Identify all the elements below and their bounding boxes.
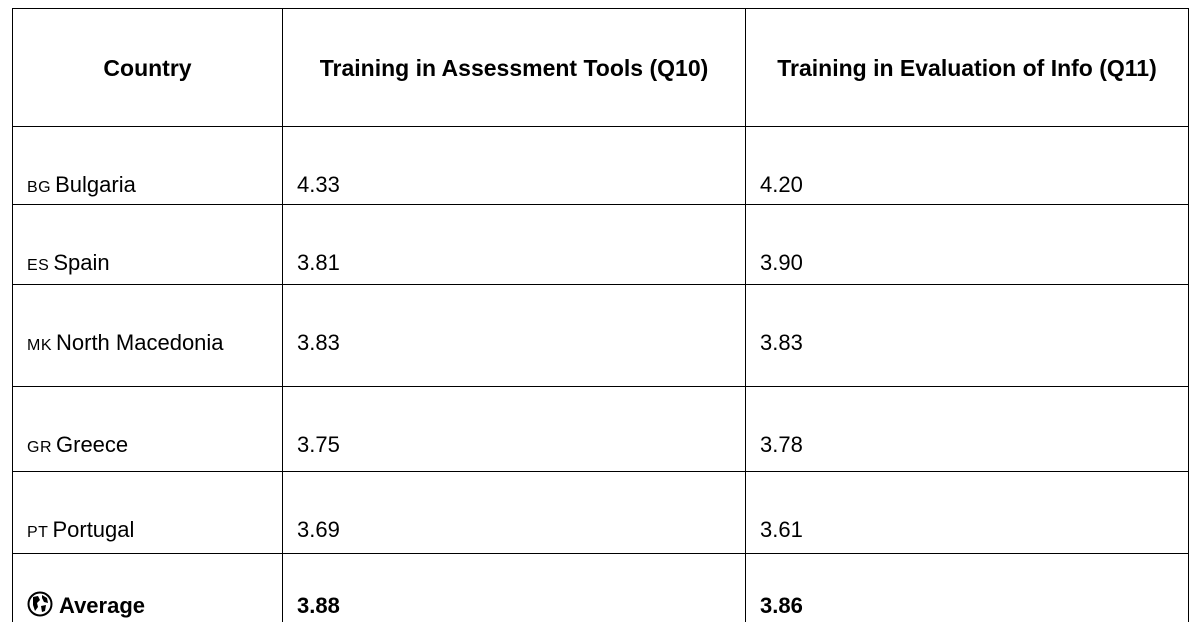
average-label: Average bbox=[59, 593, 145, 618]
average-row: Average 3.88 3.86 bbox=[13, 554, 1189, 622]
value-cell: 3.86 bbox=[746, 554, 1189, 622]
country-code: MK bbox=[27, 337, 52, 354]
country-name: North Macedonia bbox=[56, 330, 224, 355]
value-cell: 3.83 bbox=[283, 285, 746, 387]
header-cell: Training in Evaluation of Info (Q11) bbox=[746, 9, 1189, 127]
value-cell: 4.33 bbox=[283, 127, 746, 205]
value-cell: 3.69 bbox=[283, 472, 746, 554]
data-table: Country Training in Assessment Tools (Q1… bbox=[12, 8, 1189, 622]
country-code: PT bbox=[27, 524, 48, 541]
header-row: Country Training in Assessment Tools (Q1… bbox=[13, 9, 1189, 127]
country-code: BG bbox=[27, 179, 51, 196]
country-cell: Average bbox=[13, 554, 283, 622]
value-cell: 4.20 bbox=[746, 127, 1189, 205]
country-code: GR bbox=[27, 439, 52, 456]
country-code: ES bbox=[27, 257, 49, 274]
value-cell: 3.83 bbox=[746, 285, 1189, 387]
value-cell: 3.78 bbox=[746, 387, 1189, 472]
value-cell: 3.88 bbox=[283, 554, 746, 622]
country-name: Portugal bbox=[52, 517, 134, 542]
country-name: Spain bbox=[53, 250, 109, 275]
value-cell: 3.90 bbox=[746, 205, 1189, 285]
value-cell: 3.61 bbox=[746, 472, 1189, 554]
header-cell: Country bbox=[13, 9, 283, 127]
value-cell: 3.81 bbox=[283, 205, 746, 285]
country-name: Greece bbox=[56, 432, 128, 457]
country-name: Bulgaria bbox=[55, 172, 136, 197]
header-cell: Training in Assessment Tools (Q10) bbox=[283, 9, 746, 127]
value-cell: 3.75 bbox=[283, 387, 746, 472]
globe-icon bbox=[27, 591, 53, 617]
